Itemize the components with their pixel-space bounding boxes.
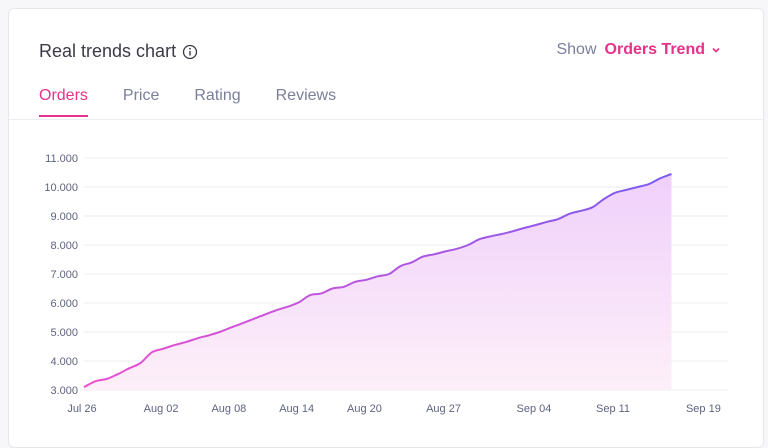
y-tick-label: 11.000 — [45, 153, 78, 165]
x-tick-label: Sep 11 — [596, 403, 630, 415]
y-tick-label: 5.000 — [50, 327, 78, 339]
x-tick-label: Aug 02 — [144, 403, 179, 415]
card-header: Real trends chart Show Orders Trend — [39, 41, 733, 69]
tab-bar: Orders Price Rating Reviews — [39, 87, 336, 117]
tab-orders[interactable]: Orders — [39, 87, 88, 117]
y-tick-label: 4.000 — [50, 356, 78, 368]
x-tick-label: Sep 04 — [516, 403, 551, 415]
x-tick-label: Aug 14 — [279, 403, 314, 415]
y-tick-label: 7.000 — [50, 269, 78, 281]
orders-area — [84, 173, 672, 390]
x-tick-label: Sep 19 — [686, 403, 721, 415]
x-axis: Jul 26 Aug 02 Aug 08 Aug 14 Aug 20 Aug 27 Sep … — [67, 403, 721, 415]
trend-dropdown-value: Orders Trend — [604, 41, 705, 58]
tab-price[interactable]: Price — [122, 87, 160, 104]
x-tick-label: Jul 26 — [67, 403, 96, 415]
tab-divider — [9, 119, 763, 120]
y-tick-label: 3.000 — [50, 385, 78, 397]
x-tick-label: Aug 27 — [426, 403, 461, 415]
orders-line — [83, 172, 672, 388]
y-tick-label: 8.000 — [50, 240, 78, 252]
x-tick-label: Aug 20 — [347, 403, 382, 415]
tab-rating[interactable]: Rating — [194, 87, 241, 104]
info-icon[interactable] — [182, 44, 198, 60]
chart-title-text: Real trends chart — [39, 41, 177, 61]
y-tick-label: 9.000 — [50, 211, 78, 223]
tab-reviews[interactable]: Reviews — [275, 87, 337, 104]
y-axis: 11.000 10.000 9.000 8.000 7.000 6.000 5.000 4.0… — [44, 153, 78, 397]
chevron-down-icon — [712, 47, 720, 53]
y-tick-label: 6.000 — [50, 298, 78, 310]
chart-title: Real trends chart — [39, 41, 198, 62]
show-label: Show — [556, 41, 597, 58]
trend-selector: Show Orders Trend — [556, 41, 721, 59]
y-tick-label: 10.000 — [44, 182, 78, 194]
trend-dropdown[interactable]: Orders Trend — [605, 41, 721, 59]
x-tick-label: Aug 08 — [211, 403, 246, 415]
